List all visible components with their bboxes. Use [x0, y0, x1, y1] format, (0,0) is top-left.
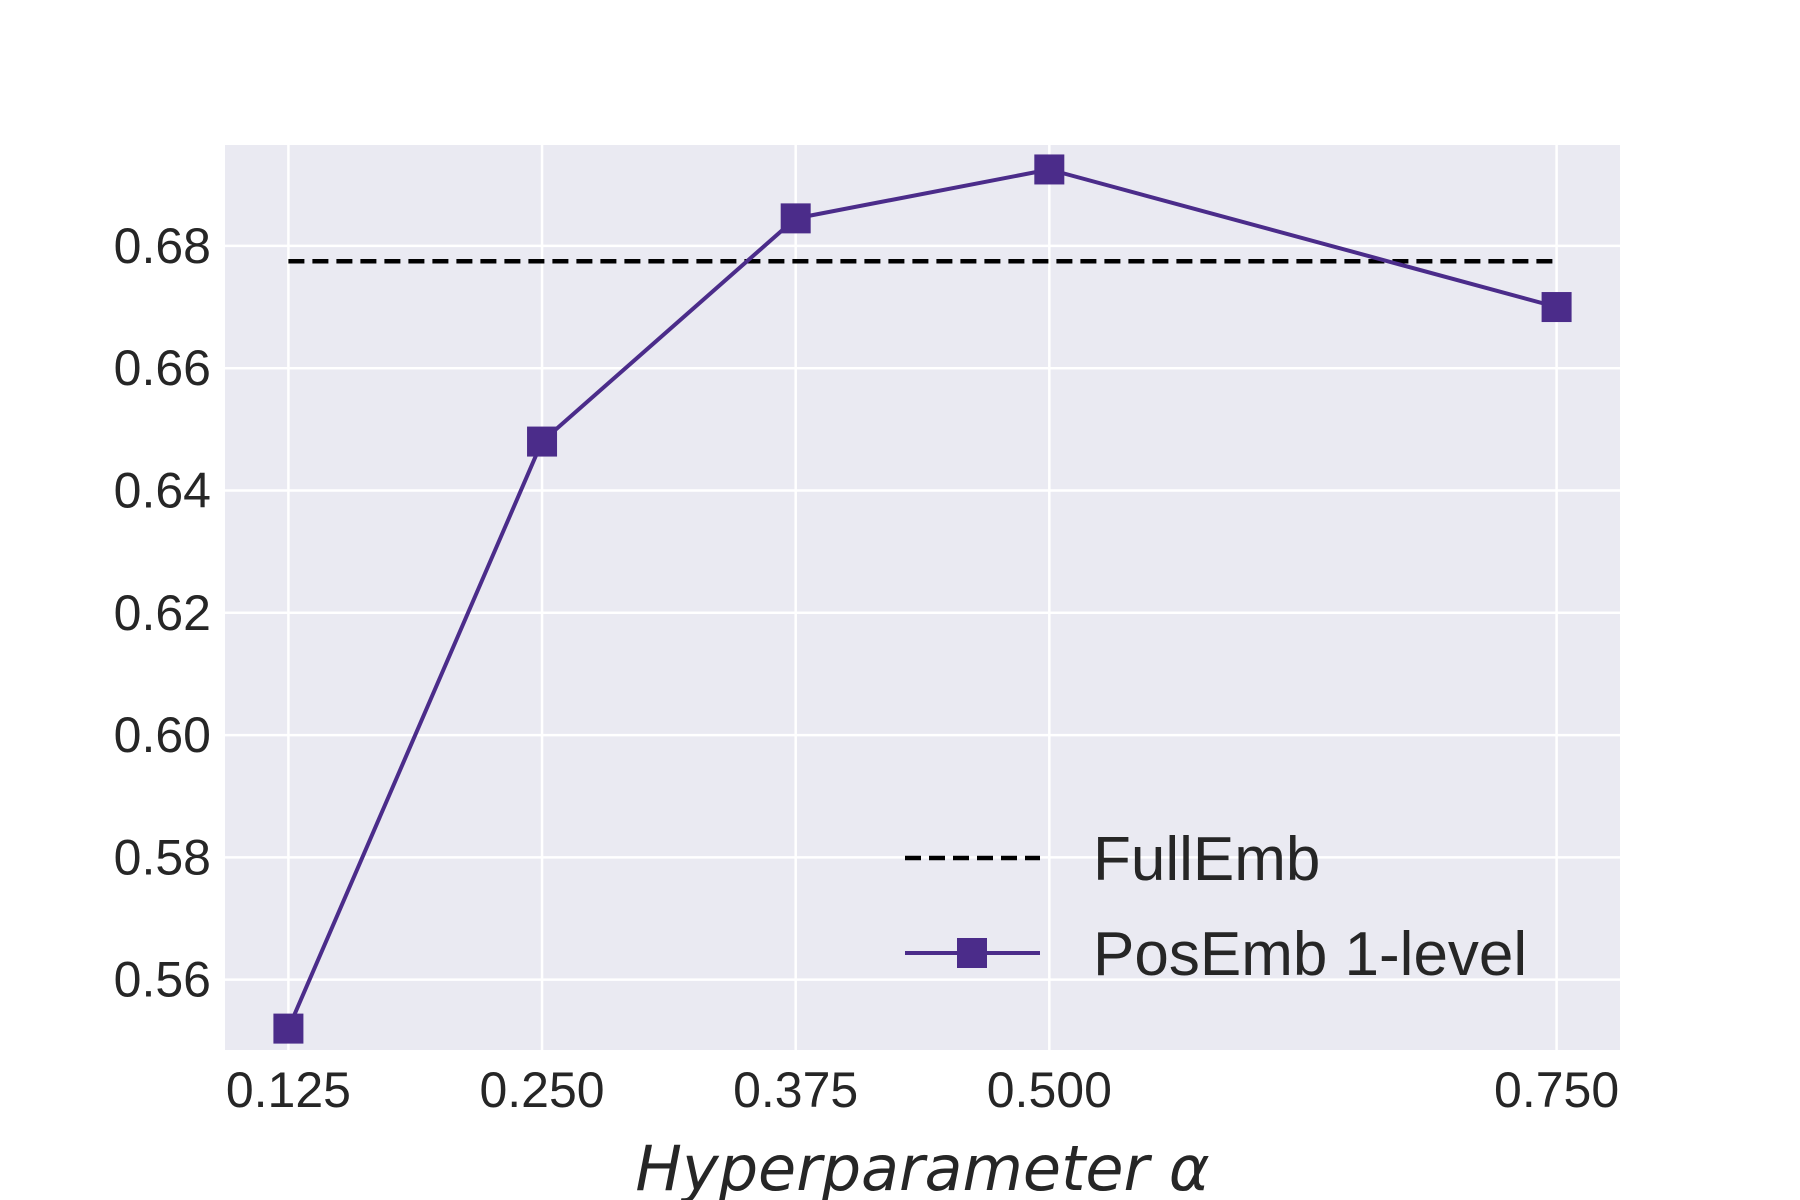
grid-lines — [225, 145, 1620, 1050]
legend-item: PosEmb 1-level — [905, 920, 1527, 989]
y-tick-label: 0.64 — [114, 462, 211, 518]
series-layer — [273, 154, 1572, 1044]
y-tick-label: 0.68 — [114, 218, 211, 274]
y-tick-label: 0.60 — [114, 707, 211, 763]
x-tick-label: 0.500 — [987, 1062, 1112, 1118]
tick-labels: 0.125 0.250 0.375 0.500 0.750 0.56 0.58 0.60 0.6… — [114, 218, 1619, 1118]
legend-label: PosEmb 1-level — [1093, 920, 1527, 989]
data-point — [527, 426, 558, 457]
y-tick-label: 0.62 — [114, 585, 211, 641]
series-1 — [273, 154, 1572, 1044]
x-tick-label: 0.250 — [479, 1062, 604, 1118]
y-tick-label: 0.58 — [114, 829, 211, 885]
x-tick-label: 0.125 — [226, 1062, 351, 1118]
legend-label: FullEmb — [1093, 825, 1320, 894]
legend: FullEmb PosEmb 1-level — [905, 825, 1527, 989]
legend-item: FullEmb — [905, 825, 1320, 894]
data-point — [1034, 154, 1065, 185]
y-tick-label: 0.56 — [114, 952, 211, 1008]
data-point — [273, 1013, 304, 1044]
data-point — [1541, 292, 1572, 323]
x-tick-label: 0.375 — [733, 1062, 858, 1118]
x-tick-label: 0.750 — [1494, 1062, 1619, 1118]
legend-marker — [957, 938, 987, 968]
x-axis-label: Hyperparameter α — [635, 1132, 1209, 1200]
y-tick-label: 0.66 — [114, 340, 211, 396]
plot-background — [225, 145, 1620, 1050]
data-point — [780, 203, 811, 234]
